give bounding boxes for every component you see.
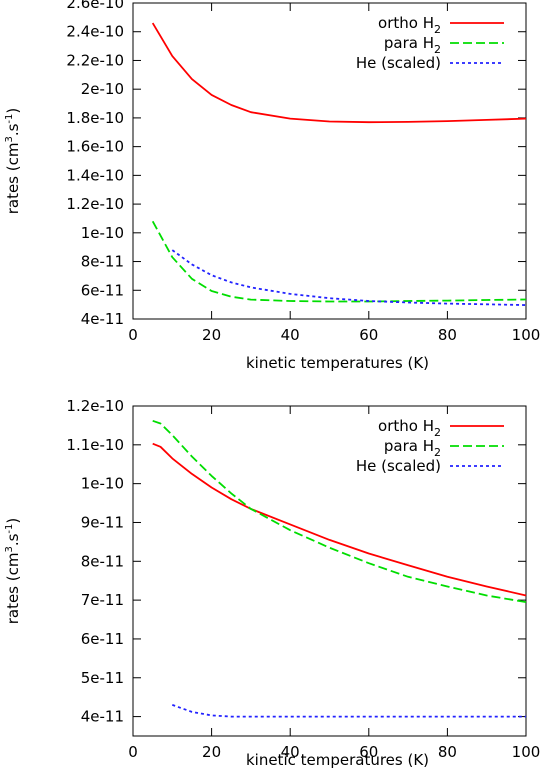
x-tick-label: 60 — [359, 743, 378, 761]
y-axis-label-text: rates (cm — [4, 143, 22, 215]
y-tick-label: 1e-10 — [81, 475, 124, 493]
y-tick-label: 6e-11 — [81, 630, 124, 648]
y-tick-label: 1.1e-10 — [66, 436, 124, 454]
legend-label: ortho H2 — [378, 417, 441, 439]
x-tick-label: 60 — [359, 326, 378, 344]
y-axis-label-superscript: 3 — [4, 136, 15, 142]
legend-label-subscript: 2 — [434, 43, 441, 56]
y-tick-label: 1.2e-10 — [66, 195, 124, 213]
legend-label-text: ortho H — [378, 14, 434, 32]
y-tick-label: 6e-11 — [81, 281, 124, 299]
y-axis-label-superscript: -1 — [4, 524, 15, 534]
legend-label-subscript: 2 — [434, 446, 441, 459]
y-tick-label: 7e-11 — [81, 591, 124, 609]
legend-label-text: He (scaled) — [356, 54, 441, 72]
y-axis-label-text: .s — [4, 533, 22, 546]
y-tick-label: 2e-10 — [81, 80, 124, 98]
x-tick-label: 0 — [128, 743, 138, 761]
y-tick-label: 1.8e-10 — [66, 109, 124, 127]
legend-label: ortho H2 — [378, 14, 441, 36]
x-tick-label: 100 — [512, 326, 541, 344]
x-tick-label: 20 — [202, 326, 221, 344]
y-tick-label: 1.4e-10 — [66, 166, 124, 184]
plot-frame — [132, 405, 527, 737]
series-line-3 — [171, 249, 527, 306]
y-tick-label: 9e-11 — [81, 513, 124, 531]
y-axis-label-superscript: 3 — [4, 546, 15, 552]
legend-label-text: He (scaled) — [356, 457, 441, 475]
y-axis-label: rates (cm3.s-1) — [4, 518, 22, 625]
legend-label-text: para H — [384, 34, 434, 52]
legend-label: He (scaled) — [356, 54, 441, 72]
legend-label-text: ortho H — [378, 417, 434, 435]
x-tick-label: 0 — [128, 326, 138, 344]
x-tick-label: 20 — [202, 743, 221, 761]
x-tick-label: 80 — [438, 326, 457, 344]
y-tick-label: 5e-11 — [81, 669, 124, 687]
y-tick-label: 1.2e-10 — [66, 397, 124, 415]
y-axis-label-superscript: -1 — [4, 114, 15, 124]
x-tick-label: 100 — [512, 743, 541, 761]
y-tick-label: 4e-11 — [81, 310, 124, 328]
legend-label: para H2 — [384, 34, 441, 56]
y-axis-label: rates (cm3.s-1) — [4, 108, 22, 215]
y-tick-label: 4e-11 — [81, 708, 124, 726]
y-tick-label: 2.2e-10 — [66, 51, 124, 69]
series-line-2 — [152, 419, 527, 603]
chart-1: 0 20 40 60 80 100 4e-11 6e-11 8e-11 1e-10 1.2e-10 1… — [4, 0, 540, 372]
plot-frame — [132, 2, 527, 320]
x-tick-label: 40 — [281, 743, 300, 761]
legend-label-subscript: 2 — [434, 426, 441, 439]
y-tick-label: 2.6e-10 — [66, 0, 124, 12]
legend-label: para H2 — [384, 437, 441, 459]
series-line-1 — [152, 442, 527, 597]
x-tick-label: 80 — [438, 743, 457, 761]
legend-label-subscript: 2 — [434, 23, 441, 36]
y-axis-label-text: ) — [4, 518, 22, 524]
y-tick-label: 1e-10 — [81, 224, 124, 242]
y-axis-label-text: ) — [4, 108, 22, 114]
y-axis-label-text: rates (cm — [4, 553, 22, 625]
y-tick-label: 8e-11 — [81, 552, 124, 570]
series-line-1 — [151, 22, 527, 124]
x-axis-label: kinetic temperatures (K) — [246, 751, 429, 769]
legend-label-text: para H — [384, 437, 434, 455]
y-tick-label: 1.6e-10 — [66, 138, 124, 156]
chart-2: 0 20 40 60 80 100 4e-11 5e-11 6e-11 7e-11 8e-11 9e-… — [4, 397, 540, 769]
y-tick-label: 8e-11 — [81, 253, 124, 271]
y-axis-label-text: .s — [4, 123, 22, 136]
series-line-2 — [151, 220, 527, 303]
x-axis-label: kinetic temperatures (K) — [246, 354, 429, 372]
y-tick-label: 2.4e-10 — [66, 23, 124, 41]
series-line-3 — [171, 704, 526, 718]
legend-label: He (scaled) — [356, 457, 441, 475]
x-tick-label: 40 — [281, 326, 300, 344]
